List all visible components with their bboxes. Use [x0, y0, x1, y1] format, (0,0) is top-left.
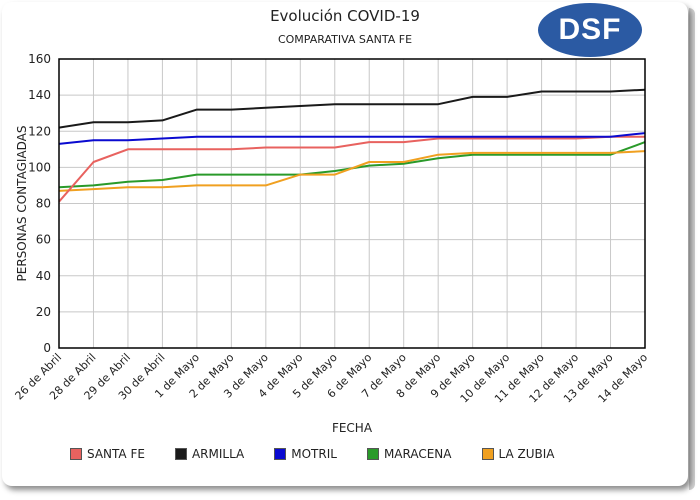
- y-axis-label: PERSONAS CONTAGIADAS: [15, 126, 29, 282]
- series-line-motril: [58, 132, 646, 145]
- card-shadow: [689, 8, 695, 490]
- y-tick-labels: 0 20 40 60 80 100 120 140 160: [28, 52, 51, 355]
- legend-swatch: [174, 448, 187, 460]
- legend-label: LA ZUBIA: [498, 447, 555, 461]
- legend-label: MOTRIL: [291, 447, 337, 461]
- y-tick-label: 100: [28, 160, 51, 174]
- legend-swatch: [366, 448, 379, 460]
- chart-title: Evolución COVID-19: [270, 7, 420, 25]
- series-lines: [58, 88, 646, 203]
- legend-item-la-zubia: LA ZUBIA: [481, 447, 555, 461]
- y-tick-label: 120: [28, 124, 51, 138]
- series-line-santa-fe: [58, 135, 645, 203]
- legend-item-armilla: ARMILLA: [174, 447, 245, 461]
- legend-item-santa-fe: SANTA FE: [70, 447, 145, 461]
- legend: SANTA FE ARMILLA MOTRIL MARACENA LA ZUBIA: [70, 447, 584, 461]
- y-tick-label: 140: [28, 88, 51, 102]
- legend-item-maracena: MARACENA: [366, 447, 452, 461]
- grid: [58, 58, 646, 349]
- series-line-la-zubia: [58, 150, 646, 192]
- x-axis-label: FECHA: [332, 421, 373, 435]
- series-line-armilla: [58, 88, 646, 129]
- plot-frame: [58, 58, 646, 349]
- y-tick-label: 160: [28, 52, 51, 66]
- y-tick-label: 80: [36, 197, 51, 211]
- y-tick-label: 20: [36, 305, 51, 319]
- legend-label: ARMILLA: [191, 447, 245, 461]
- legend-label: MARACENA: [383, 447, 452, 461]
- dsf-logo: DSF: [538, 3, 642, 57]
- legend-item-motril: MOTRIL: [274, 447, 337, 461]
- y-tick-label: 0: [43, 341, 51, 355]
- legend-swatch: [70, 448, 82, 460]
- legend-swatch: [481, 448, 494, 460]
- legend-swatch: [274, 448, 287, 460]
- legend-label: SANTA FE: [87, 447, 145, 461]
- y-tick-label: 40: [36, 269, 51, 283]
- chart-subtitle: COMPARATIVA SANTA FE: [277, 33, 413, 46]
- chart-card: [2, 2, 688, 486]
- y-tick-label: 60: [36, 233, 51, 247]
